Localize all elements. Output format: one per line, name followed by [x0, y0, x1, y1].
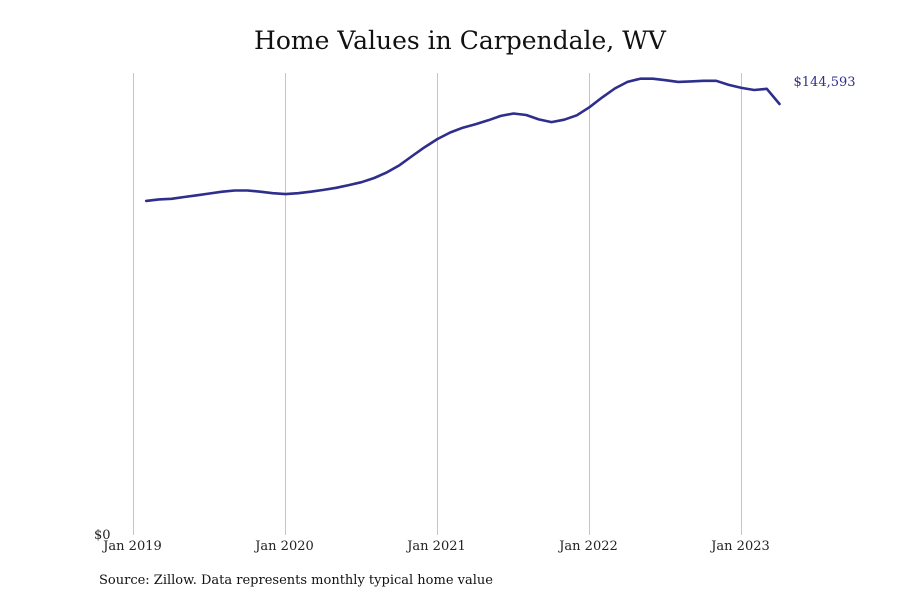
source-note: Source: Zillow. Data represents monthly … — [99, 573, 493, 588]
x-tick-label: Jan 2022 — [557, 539, 618, 554]
x-tick-label: Jan 2019 — [101, 539, 162, 554]
gridlines — [133, 73, 742, 535]
end-value-label: $144,593 — [794, 75, 856, 90]
y-tick-label: $0 — [94, 528, 111, 543]
series-layer — [144, 77, 781, 203]
chart-title: Home Values in Carpendale, WV — [254, 26, 666, 55]
tick-labels: Jan 2019 Jan 2020 Jan 2021 Jan 2022 Jan 2023… — [94, 75, 856, 554]
x-tick-label: Jan 2021 — [405, 539, 466, 554]
x-tick-label: Jan 2023 — [709, 539, 770, 554]
series-line-0 — [144, 77, 781, 203]
x-tick-label: Jan 2020 — [253, 539, 314, 554]
